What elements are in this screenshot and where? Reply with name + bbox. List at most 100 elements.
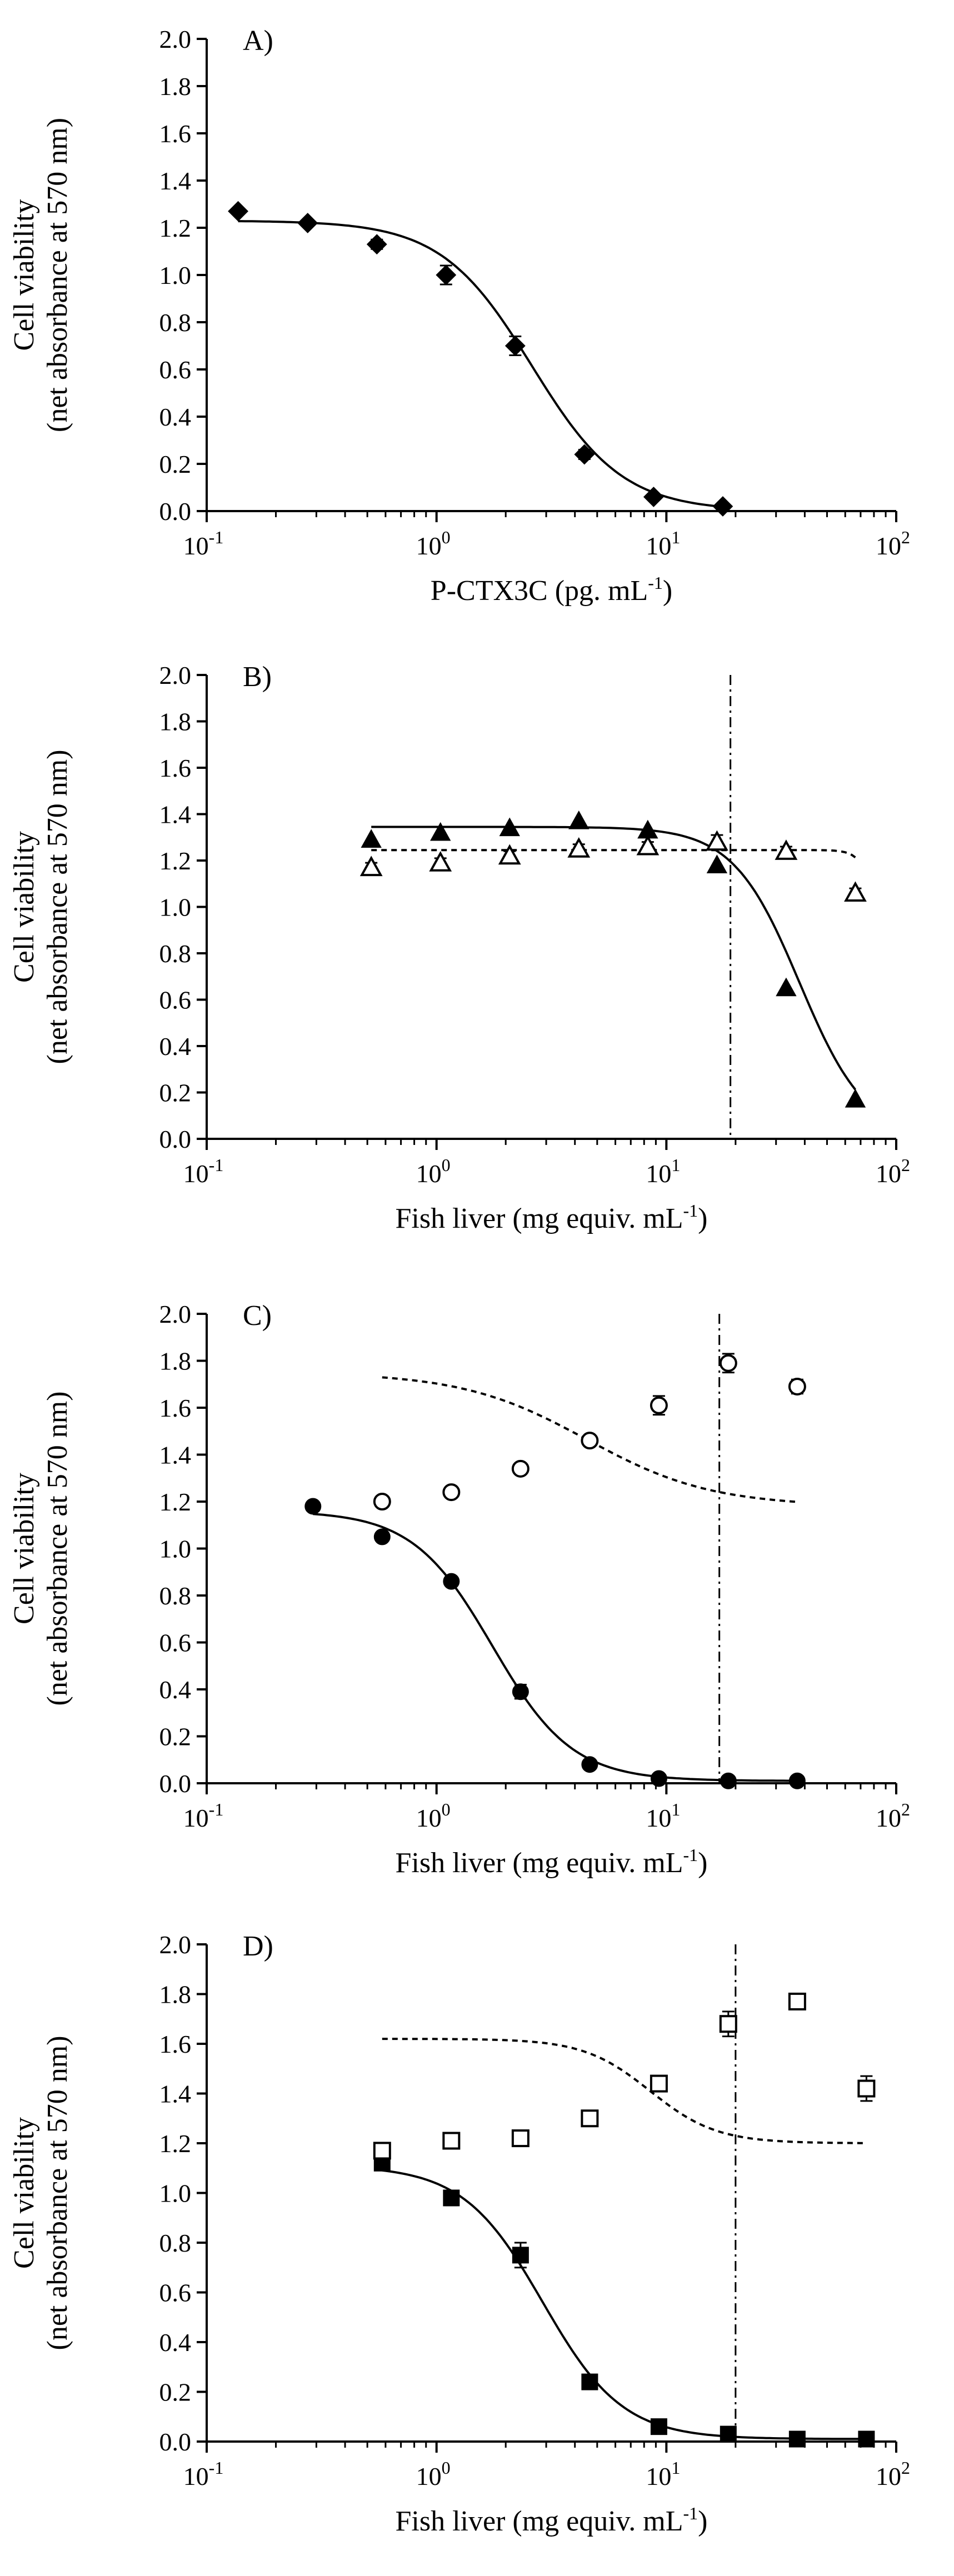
data-point-circle (719, 1354, 737, 1372)
data-point-circle (650, 1396, 668, 1414)
data-point-triangle (359, 856, 383, 877)
data-point-square (581, 2373, 598, 2390)
y-tick-label: 0.0 (159, 1769, 192, 1798)
y-tick-label: 0.2 (159, 450, 192, 478)
data-point-triangle (567, 837, 591, 858)
data-point-square (788, 2430, 806, 2448)
y-tick-label: 1.6 (159, 119, 192, 148)
y-axis-title-line2: (net absorbance at 570 nm) (42, 2035, 73, 2350)
data-point-triangle (775, 839, 798, 860)
data-point-triangle (361, 829, 382, 848)
data-point-square (511, 2129, 530, 2148)
y-tick-label: 0.6 (159, 356, 192, 384)
fit-curve-dashed (382, 2038, 867, 2144)
x-axis-title: Fish liver (mg equiv. mL-1) (395, 1845, 707, 1879)
y-tick-label: 1.0 (159, 2179, 192, 2208)
y-tick-label: 1.8 (159, 708, 192, 736)
y-axis-title-line1: Cell viability (8, 1473, 40, 1624)
panel-c-chart: 0.0 0.2 0.4 0.6 0.8 1.0 1.2 1.4 1.6 1.8 2.0 10-1 100… (8, 1300, 910, 1879)
y-tick-label: 0.0 (159, 1125, 192, 1153)
data-point-circle (650, 1770, 667, 1787)
y-tick-label: 1.4 (159, 2080, 192, 2108)
data-point-circle (443, 1573, 460, 1590)
data-point-diamond (366, 234, 387, 255)
x-axis-title: Fish liver (mg equiv. mL-1) (395, 2503, 707, 2537)
data-point-circle (511, 1459, 530, 1478)
y-tick-label: 0.8 (159, 308, 192, 337)
data-point-diamond (712, 496, 733, 517)
y-tick-label: 2.0 (159, 1300, 192, 1328)
data-point-square (581, 2109, 599, 2128)
y-tick-label: 1.2 (159, 847, 192, 875)
panel-a-chart: 0.0 0.2 0.4 0.6 0.8 1.0 1.2 1.4 1.6 1.8 2.0 10-1 100… (8, 25, 910, 607)
y-tick-label: 1.8 (159, 1980, 192, 2009)
panel-label: D) (243, 1930, 273, 1962)
data-point-square (650, 2418, 667, 2435)
y-tick-label: 0.0 (159, 2428, 192, 2456)
data-point-diamond (228, 201, 248, 222)
data-point-circle (512, 1683, 529, 1700)
data-point-circle (373, 1528, 391, 1545)
fit-curve-solid (238, 220, 723, 508)
x-tick-label: 101 (646, 527, 680, 560)
y-tick-label: 0.2 (159, 2378, 192, 2407)
y-tick-label: 0.6 (159, 986, 192, 1014)
y-tick-label: 2.0 (159, 661, 192, 689)
x-tick-label: 100 (416, 1155, 451, 1188)
data-point-triangle (844, 881, 867, 902)
y-axis-title-line1: Cell viability (8, 199, 40, 351)
y-tick-label: 0.8 (159, 1582, 192, 1610)
data-point-circle (720, 1772, 737, 1789)
x-tick-label: 101 (646, 1799, 680, 1832)
y-axis-title-line1: Cell viability (8, 831, 40, 983)
data-point-square (373, 2142, 391, 2160)
data-point-triangle (706, 854, 728, 873)
data-point-triangle (568, 810, 590, 829)
data-point-circle (581, 1432, 599, 1450)
data-point-square (650, 2074, 668, 2093)
y-axis-title-line1: Cell viability (8, 2117, 40, 2269)
x-tick-label: 100 (416, 2458, 451, 2490)
panel-d-chart: 0.0 0.2 0.4 0.6 0.8 1.0 1.2 1.4 1.6 1.8 2.0 10-1 100… (8, 1930, 910, 2537)
x-tick-label: 102 (876, 1155, 910, 1188)
y-tick-label: 1.2 (159, 214, 192, 242)
data-point-triangle (498, 844, 521, 865)
x-tick-label: 10-1 (183, 2458, 224, 2490)
y-tick-label: 1.4 (159, 1441, 192, 1469)
data-point-triangle (499, 817, 520, 837)
y-tick-label: 1.6 (159, 754, 192, 782)
y-axis-title-line2: (net absorbance at 570 nm) (42, 118, 73, 432)
y-tick-label: 0.6 (159, 2279, 192, 2307)
y-tick-label: 1.4 (159, 167, 192, 195)
data-point-diamond (505, 336, 526, 356)
y-tick-label: 0.6 (159, 1629, 192, 1657)
x-tick-label: 102 (876, 2458, 910, 2490)
data-point-square (788, 1992, 806, 2010)
x-axis-title: Fish liver (mg equiv. mL-1) (395, 1201, 707, 1234)
y-tick-label: 1.2 (159, 2129, 192, 2158)
y-axis-title-line2: (net absorbance at 570 nm) (42, 1391, 73, 1705)
fit-curve-solid (371, 826, 856, 1091)
y-tick-label: 2.0 (159, 25, 192, 53)
data-point-diamond (297, 213, 318, 233)
data-point-triangle (705, 830, 728, 851)
data-point-square (443, 2189, 460, 2207)
y-tick-label: 1.4 (159, 801, 192, 829)
y-tick-label: 0.4 (159, 1032, 192, 1061)
data-point-square (720, 2425, 737, 2443)
data-point-diamond (643, 487, 664, 507)
data-point-circle (788, 1772, 806, 1789)
y-tick-label: 2.0 (159, 1930, 192, 1959)
data-point-square (857, 2079, 876, 2098)
data-point-diamond (574, 444, 595, 465)
y-tick-label: 0.2 (159, 1723, 192, 1751)
data-point-circle (442, 1483, 461, 1502)
y-tick-label: 1.6 (159, 1394, 192, 1422)
data-point-triangle (776, 977, 797, 997)
data-point-circle (304, 1498, 322, 1515)
data-point-triangle (429, 851, 452, 872)
y-tick-label: 0.8 (159, 939, 192, 968)
x-tick-label: 10-1 (183, 1155, 224, 1188)
data-point-square (442, 2132, 461, 2150)
